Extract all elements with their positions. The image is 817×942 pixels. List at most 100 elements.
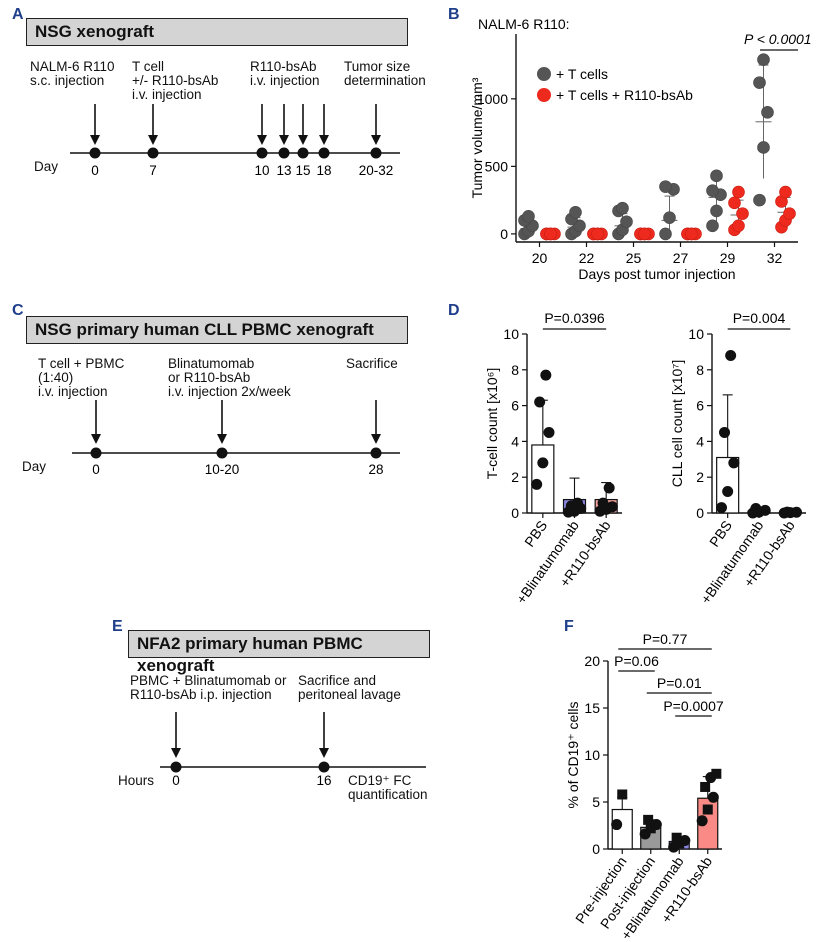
chart-d1-ytick-label-4: 8 xyxy=(511,362,519,378)
chart-d1-point-0-1 xyxy=(537,457,549,469)
chart-f-point-1-2 xyxy=(650,819,662,831)
chart-d1-point-2-2 xyxy=(606,501,618,513)
chart-b-s1-c4-point-2 xyxy=(736,207,749,220)
chart-b: 0 500 1000 20 22 25 27 29 32 Days post tumor inje… xyxy=(469,16,812,282)
timeline-e-title: NFA2 primary human PBMC xenograft xyxy=(128,630,430,675)
chart-b-xlabel: Days post tumor injection xyxy=(578,266,735,282)
chart-b-s0-c4-point-3 xyxy=(706,184,719,197)
chart-d2-point-0-0 xyxy=(716,502,728,514)
timeline-a-day-6: 20-32 xyxy=(359,163,394,178)
chart-d2-point-0-1 xyxy=(722,486,734,498)
chart-d1-point-1-4 xyxy=(572,497,583,509)
chart-b-ytick-label-0: 0 xyxy=(500,226,508,242)
timeline-c-arrow-2-head xyxy=(371,434,381,444)
chart-b-legend-marker-1 xyxy=(537,88,551,102)
timeline-c-event-1-text: Blinatumomab or R110-bsAb i.v. injection… xyxy=(168,356,291,399)
chart-b-xtick-label-2: 25 xyxy=(626,250,642,266)
chart-b-xtick-label-1: 22 xyxy=(579,250,595,266)
chart-b-s0-c2-point-2 xyxy=(620,215,633,229)
panel-letter-e: E xyxy=(112,618,123,635)
chart-f-point-0-0 xyxy=(611,819,623,831)
chart-f-point-1-1 xyxy=(645,823,656,834)
timeline-a-day-4: 15 xyxy=(295,163,310,178)
chart-d1-ytick-label-5: 10 xyxy=(503,326,519,342)
chart-f-ylabel: % of CD19⁺ cells xyxy=(565,702,581,809)
timeline-a-dot-1 xyxy=(147,147,159,159)
chart-b-s0-c3-point-0 xyxy=(659,227,672,241)
chart-b-s0-c4-point-4 xyxy=(710,169,723,183)
chart-b-legend-label-1: + T cells + R110-bsAb xyxy=(556,87,693,103)
timeline-a-dot-3 xyxy=(278,147,290,159)
chart-d2-sig-label: P=0.004 xyxy=(733,310,786,326)
chart-d1-ytick-label-3: 6 xyxy=(511,398,519,414)
timeline-c-day-1: 10-20 xyxy=(205,462,240,477)
chart-f-point-2-3 xyxy=(671,832,682,843)
chart-b-xtick-label-3: 27 xyxy=(673,250,689,266)
timeline-e-arrow-0-head xyxy=(171,748,181,758)
chart-d1-sig-label: P=0.0396 xyxy=(544,310,605,326)
timeline-a-day-5: 18 xyxy=(316,163,331,178)
timeline-a-arrow-5-head xyxy=(319,135,329,145)
timeline-e-arrow-1-head xyxy=(319,748,329,758)
chart-f-point-2-1 xyxy=(674,838,685,849)
chart-b-s0-c0-point-4 xyxy=(522,210,535,223)
timeline-c-day-0: 0 xyxy=(92,462,100,477)
chart-b-s1-c3-point-4 xyxy=(685,227,698,241)
chart-b-s0-c3-point-3 xyxy=(659,180,672,193)
chart-f-point-3-2 xyxy=(707,791,719,803)
timeline-a-day-2: 10 xyxy=(254,163,269,178)
timeline-a-arrow-6-head xyxy=(371,135,381,145)
chart-b-s0-c5-point-2 xyxy=(761,106,774,119)
chart-b-s0-c5-point-0 xyxy=(753,193,766,207)
chart-f-point-3-1 xyxy=(702,804,713,815)
timeline-e-axis-label: Hours xyxy=(118,773,155,788)
timeline-c-arrow-0-head xyxy=(91,434,101,444)
panel-letter-c: C xyxy=(12,302,24,319)
timeline-e-day-1: 16 xyxy=(316,773,331,788)
chart-d2-ytick-label-4: 8 xyxy=(696,362,704,378)
chart-f-sig-label-1: P=0.06 xyxy=(614,653,659,669)
timeline-c-event-0-text: T cell + PBMC (1:40) i.v. injection xyxy=(38,356,125,399)
timeline-a-arrow-0-head xyxy=(90,135,100,145)
chart-b-s1-c5-point-4 xyxy=(779,185,792,199)
chart-b-s0-c2-point-4 xyxy=(616,201,629,215)
timeline-c-day-2: 28 xyxy=(368,462,383,477)
timeline-e-event-0-text: PBMC + Blinatumomab or R110-bsAb i.p. in… xyxy=(130,673,287,702)
chart-b-legend-label-0: + T cells xyxy=(556,66,608,82)
chart-d2-ytick-label-0: 0 xyxy=(696,505,704,521)
panel-letter-f: F xyxy=(564,618,574,635)
timeline-e-day-0: 0 xyxy=(172,773,180,788)
timeline-a-event-6-text: Tumor size determination xyxy=(344,59,426,88)
timeline-e-footnote: CD19⁺ FC quantification xyxy=(348,773,428,802)
chart-b-ytick-label-1: 500 xyxy=(485,158,509,174)
chart-b-s1-c4-point-4 xyxy=(732,185,745,199)
chart-d2-point-1-2 xyxy=(759,504,771,516)
chart-d1-point-0-3 xyxy=(534,396,546,408)
chart-b-ytick-label-2: 1000 xyxy=(477,91,508,107)
chart-d1-point-0-4 xyxy=(540,369,552,381)
chart-f-sig-label-0: P=0.77 xyxy=(643,631,688,647)
chart-f-ytick-label-2: 10 xyxy=(584,747,600,763)
chart-b-title: NALM-6 R110: xyxy=(478,16,570,32)
timeline-c-axis-label: Day xyxy=(22,459,47,474)
chart-b-s0-c5-point-4 xyxy=(757,53,770,66)
chart-b-s0-c3-point-1 xyxy=(663,211,676,224)
chart-b-xtick-label-0: 20 xyxy=(532,250,548,266)
timelines: 0 7 10 13 15 18 20-32 0 10-20 28 0 16 xyxy=(70,104,426,788)
chart-b-s0-c5-point-3 xyxy=(753,76,766,89)
chart-d2-point-0-3 xyxy=(719,426,731,438)
chart-d1-point-0-2 xyxy=(543,426,555,438)
panel-letter-b: B xyxy=(448,6,460,23)
chart-b-s1-c2-point-4 xyxy=(638,227,651,241)
timeline-a-event-0-text: NALM-6 R110 s.c. injection xyxy=(30,59,115,88)
chart-d1-bar-0 xyxy=(531,444,555,514)
chart-d1-ylabel: T-cell count [x10⁶] xyxy=(484,368,500,480)
chart-f-point-3-3 xyxy=(700,781,711,792)
chart-d2-point-1-3 xyxy=(750,503,762,515)
chart-d2-ytick-label-3: 6 xyxy=(696,398,704,414)
timeline-a-arrow-3-head xyxy=(279,135,289,145)
timeline-e-dot-1 xyxy=(318,761,330,773)
